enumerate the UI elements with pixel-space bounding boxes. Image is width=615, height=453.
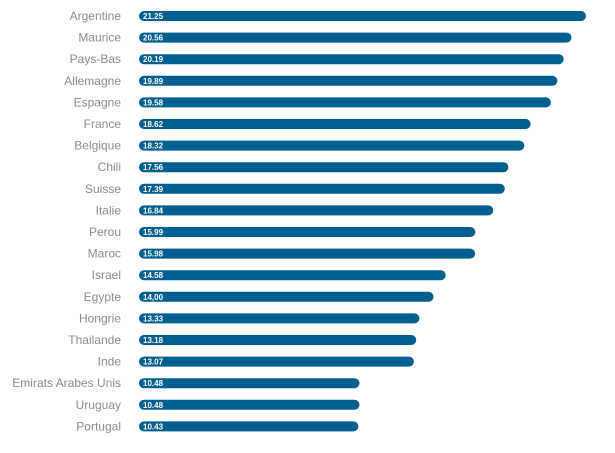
data-label: 10.48 — [143, 379, 164, 388]
data-label: 16.84 — [143, 206, 164, 215]
category-label: France — [84, 117, 122, 131]
category-label: Belgique — [74, 139, 121, 153]
category-label: Portugal — [76, 419, 121, 433]
data-label: 19.58 — [143, 98, 164, 107]
data-label: 18.62 — [143, 120, 164, 129]
bars — [139, 11, 586, 432]
data-label: 10.48 — [143, 401, 164, 410]
bar — [139, 248, 476, 259]
data-label: 20.56 — [143, 34, 164, 43]
bar — [139, 378, 360, 389]
bar — [139, 140, 525, 151]
category-labels: Argentine Maurice Pays-Bas Allemagne Espagne… — [12, 9, 121, 433]
data-label: 20.19 — [143, 55, 164, 64]
category-label: Uruguay — [76, 398, 121, 412]
bar — [139, 162, 509, 173]
bar — [139, 335, 417, 345]
data-label: 17.56 — [143, 163, 164, 172]
category-label: Inde — [98, 355, 122, 369]
data-label: 14,00 — [143, 293, 164, 302]
bar — [139, 313, 420, 324]
bar — [139, 227, 476, 237]
category-label: Maroc — [88, 247, 121, 261]
category-label: Thailande — [68, 333, 121, 347]
bar — [139, 75, 558, 86]
data-label: 21.25 — [143, 12, 164, 21]
category-label: Chili — [98, 160, 121, 174]
bar — [139, 119, 531, 129]
category-label: Suisse — [85, 182, 121, 196]
data-label: 13.33 — [143, 314, 164, 323]
value-labels: 21.25 20.56 20.19 19.89 19.58 18.62 18.32 17.56… — [143, 12, 164, 431]
bar — [139, 11, 586, 21]
category-label: Hongrie — [79, 311, 121, 325]
category-label: Emirats Arabes Unis — [12, 376, 121, 390]
bar — [139, 399, 360, 410]
data-label: 15.99 — [143, 228, 164, 237]
data-label: 13.07 — [143, 358, 164, 367]
category-label: Israel — [92, 268, 121, 282]
data-label: 17.39 — [143, 185, 164, 194]
bar — [139, 205, 494, 216]
category-label: Espagne — [74, 95, 122, 109]
bar — [139, 97, 551, 108]
bar — [139, 270, 446, 281]
bar — [139, 291, 434, 302]
data-label: 18.32 — [143, 142, 164, 151]
category-label: Argentine — [70, 9, 122, 23]
category-label: Perou — [89, 225, 121, 239]
bar — [139, 421, 359, 432]
category-label: Egypte — [84, 290, 122, 304]
data-label: 13.18 — [143, 336, 164, 345]
bar — [139, 356, 414, 367]
bar — [139, 32, 572, 43]
category-label: Allemagne — [64, 74, 121, 88]
data-label: 19.89 — [143, 77, 164, 86]
bar — [139, 183, 505, 194]
category-label: Italie — [96, 203, 122, 217]
category-label: Pays-Bas — [70, 52, 121, 66]
bar — [139, 54, 564, 65]
data-label: 15.98 — [143, 250, 164, 259]
data-label: 10.43 — [143, 422, 164, 431]
category-label: Maurice — [78, 31, 121, 45]
data-label: 14.58 — [143, 271, 164, 280]
